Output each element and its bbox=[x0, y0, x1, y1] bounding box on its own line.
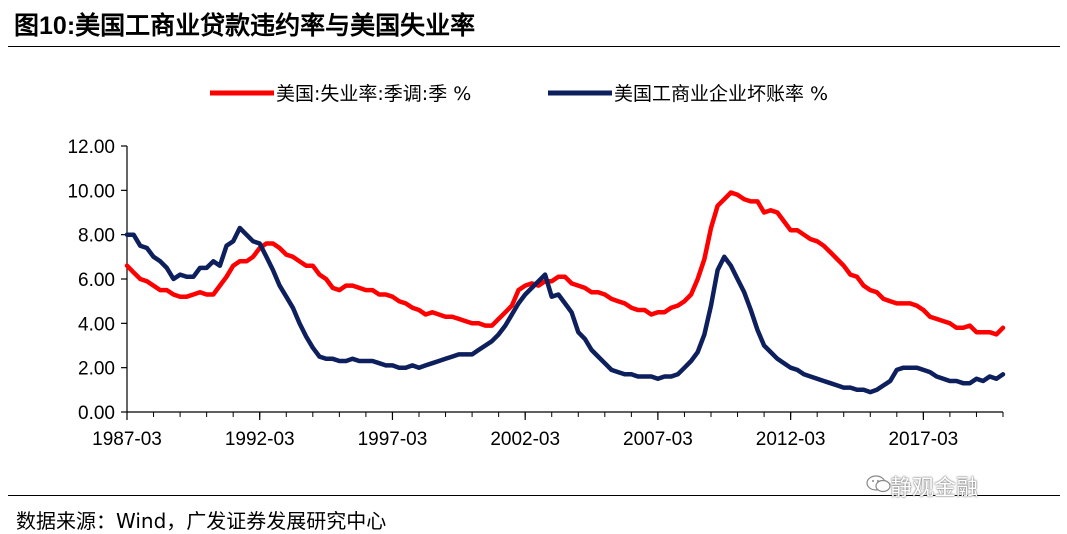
series-lines bbox=[124, 190, 1006, 395]
legend: 美国:失业率:季调:季 % 美国工商业企业坏账率 % bbox=[210, 83, 828, 105]
watermark: 静观金融 bbox=[890, 476, 979, 501]
x-tick-label: 2017-03 bbox=[888, 429, 958, 450]
figure-title: 图10:美国工商业贷款违约率与美国失业率 bbox=[14, 6, 475, 42]
source-note: 数据来源：Wind，广发证券发展研究中心 bbox=[16, 509, 387, 533]
figure-title-text: 美国工商业贷款违约率与美国失业率 bbox=[75, 11, 476, 40]
y-tick-label: 12.00 bbox=[67, 137, 115, 158]
legend-label: 美国:失业率:季调:季 % bbox=[276, 83, 471, 105]
top-rule bbox=[8, 46, 1060, 47]
y-tick-label: 4.00 bbox=[78, 314, 115, 335]
x-tick-label: 1992-03 bbox=[225, 429, 295, 450]
wechat-icon bbox=[866, 475, 891, 493]
y-tick-label: 10.00 bbox=[67, 181, 115, 202]
axes: 0.00 2.00 4.00 6.00 8.00 10.00 12.00 1987-03 199… bbox=[67, 137, 1004, 450]
figure-title-prefix: 图 bbox=[14, 11, 40, 40]
y-tick-label: 2.00 bbox=[78, 359, 115, 380]
x-tick-label: 1997-03 bbox=[358, 429, 428, 450]
series-line-bad-debt-rate bbox=[124, 225, 1006, 395]
x-tick-label: 1987-03 bbox=[92, 429, 162, 450]
x-tick-label: 2012-03 bbox=[756, 429, 826, 450]
series-line-unemployment-rate bbox=[124, 190, 1006, 337]
x-tick-label: 2007-03 bbox=[623, 429, 693, 450]
x-tick-label: 2002-03 bbox=[490, 429, 560, 450]
legend-label: 美国工商业企业坏账率 % bbox=[614, 83, 828, 105]
bottom-rule bbox=[8, 495, 1060, 496]
y-tick-label: 6.00 bbox=[78, 270, 115, 291]
y-tick-label: 8.00 bbox=[78, 226, 115, 247]
figure-title-number: 10: bbox=[39, 12, 76, 40]
y-tick-label: 0.00 bbox=[78, 403, 115, 424]
